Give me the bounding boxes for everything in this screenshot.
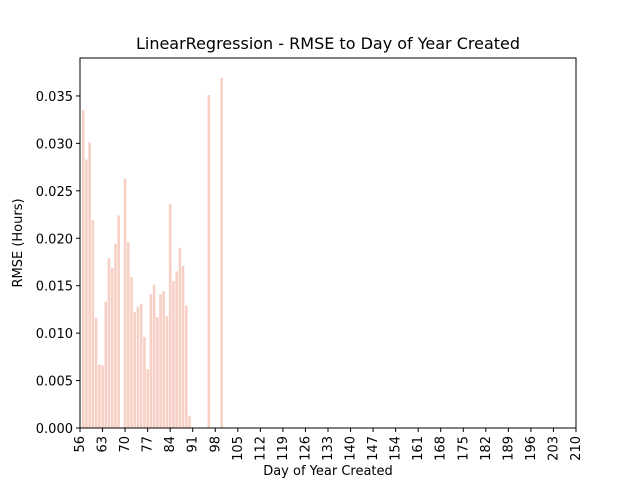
bar [114,243,117,428]
y-tick-label: 0.010 [36,327,73,342]
bar [133,312,137,428]
y-tick-label: 0.020 [36,232,73,247]
bar [168,204,172,428]
x-tick-label: 196 [524,436,539,461]
x-tick-label: 210 [569,436,584,461]
x-tick-label: 203 [546,436,561,461]
bar [88,142,91,428]
x-tick-label: 91 [186,436,201,453]
bar [117,215,120,428]
x-tick-label: 77 [141,436,156,453]
x-tick-label: 56 [73,436,88,453]
bar [143,336,146,428]
x-axis-label: Day of Year Created [263,464,393,479]
x-tick-label: 119 [276,436,291,461]
bar [172,280,175,428]
bar [149,294,153,428]
bar [159,294,162,428]
x-tick-label: 161 [411,436,426,461]
bar [130,277,133,428]
y-tick-label: 0.030 [36,137,73,152]
x-tick-label: 154 [389,436,404,461]
plot-frame [79,57,577,429]
bar [136,306,140,428]
bar [185,305,188,428]
bar [98,364,101,428]
bar [104,301,108,428]
bar [85,159,88,428]
x-tick-label: 140 [344,436,359,461]
y-tick-label: 0.035 [36,90,73,105]
bar [162,291,166,428]
y-tick-label: 0.025 [36,185,73,200]
bar [207,95,211,428]
x-tick-label: 112 [253,436,268,461]
bar [165,316,169,428]
x-tick-label: 147 [366,436,381,461]
x-tick-label: 98 [208,436,223,453]
x-tick-label: 189 [501,436,516,461]
y-axis-label: RMSE (Hours) [11,198,26,287]
x-tick-label: 168 [434,436,449,461]
bar [220,77,224,429]
y-axis: 0.000 0.005 0.010 0.015 0.020 0.025 0.030 0.035 [36,90,80,437]
chart-title: LinearRegression - RMSE to Day of Year C… [136,34,520,53]
bar [123,178,127,428]
bar [94,317,98,428]
bar [188,415,191,428]
x-tick-label: 70 [118,436,133,453]
bar [175,271,178,428]
bar [107,258,111,428]
bar [156,317,159,428]
bar [81,110,85,429]
y-tick-label: 0.000 [36,422,73,437]
bar [127,242,130,428]
bar [146,369,149,428]
x-tick-label: 182 [479,436,494,461]
x-tick-label: 175 [456,436,471,461]
x-tick-label: 133 [321,436,336,461]
bar [139,303,143,428]
bar [178,247,182,428]
y-tick-label: 0.015 [36,280,73,295]
bar [181,265,185,428]
y-tick-label: 0.005 [36,375,73,390]
x-tick-label: 126 [298,436,313,461]
bar [91,220,95,428]
x-tick-label: 84 [163,436,178,453]
plot-area [81,77,224,429]
bar [101,365,104,428]
x-axis: 56 63 70 77 84 91 98 105 112 119 126 133 140 147 154 16… [73,428,584,461]
x-tick-label: 105 [231,436,246,461]
bar [152,284,156,428]
x-tick-label: 63 [96,436,111,453]
bar [110,267,114,428]
